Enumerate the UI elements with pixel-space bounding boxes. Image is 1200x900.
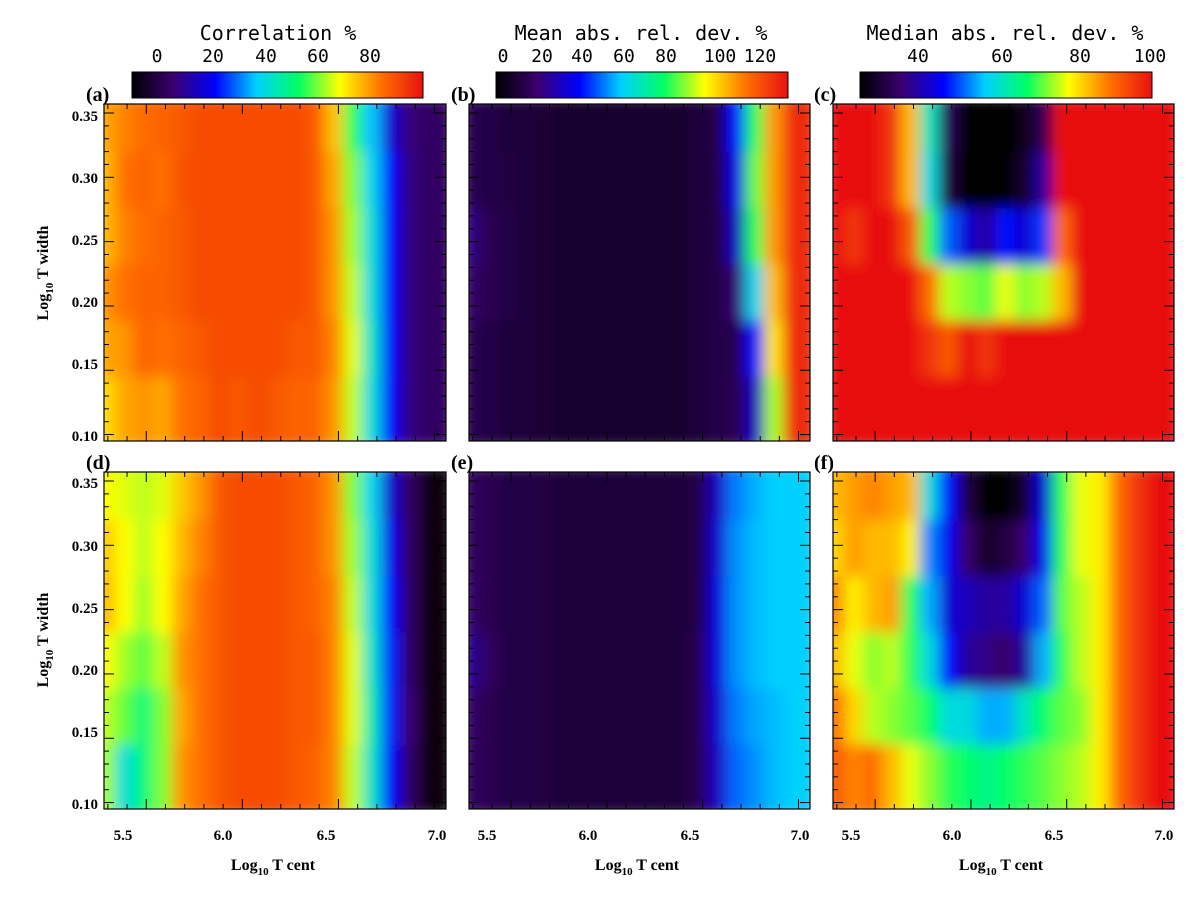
y-tick-label: 0.15 bbox=[72, 357, 98, 373]
y-tick-label: 0.25 bbox=[72, 601, 98, 617]
x-tick-label: 7.0 bbox=[1155, 828, 1174, 844]
colorbar-tick: 60 bbox=[613, 46, 635, 67]
colorbar-tick: 100 bbox=[704, 46, 737, 67]
panel-frame bbox=[468, 471, 811, 810]
y-tick-label: 0.15 bbox=[72, 725, 98, 741]
colorbar-title-correlation: Correlation % bbox=[200, 21, 357, 45]
y-tick-label: 0.35 bbox=[72, 109, 98, 125]
colorbar-tick: 40 bbox=[255, 46, 277, 67]
heatmap-cell bbox=[419, 744, 446, 809]
y-tick-label: 0.30 bbox=[72, 539, 98, 555]
colorbar-tick: 40 bbox=[907, 46, 929, 67]
panel-frame bbox=[103, 471, 447, 810]
colorbar-tick: 80 bbox=[655, 46, 677, 67]
heatmap-cell bbox=[783, 744, 810, 809]
colorbar-tick: 40 bbox=[571, 46, 593, 67]
panel-frame bbox=[832, 471, 1175, 810]
panel-frame bbox=[832, 103, 1175, 442]
x-tick-label: 6.5 bbox=[1045, 828, 1064, 844]
x-tick-label: 6.5 bbox=[317, 828, 336, 844]
x-tick-label: 5.5 bbox=[842, 828, 861, 844]
heatmap-cell bbox=[419, 376, 446, 441]
heatmap-panels bbox=[103, 103, 1175, 810]
panel-frame bbox=[468, 103, 811, 442]
colorbar-correlation bbox=[131, 71, 424, 99]
colorbar-tick: 20 bbox=[202, 46, 224, 67]
panel-label-b: (b) bbox=[451, 84, 475, 106]
x-tick-label: 6.0 bbox=[579, 828, 598, 844]
y-axis-title: Log10 T width bbox=[35, 225, 56, 320]
heatmap-panel bbox=[469, 104, 810, 441]
colorbar-title-median-dev: Median abs. rel. dev. % bbox=[867, 21, 1144, 45]
y-tick-label: 0.20 bbox=[72, 295, 98, 311]
panel-label-c: (c) bbox=[814, 84, 836, 106]
y-axis-title: Log10 T width bbox=[35, 592, 56, 687]
axis-ticks bbox=[833, 472, 1174, 809]
panel-label-a: (a) bbox=[86, 84, 109, 106]
axis-ticks bbox=[104, 472, 446, 809]
panel-label-d: (d) bbox=[86, 452, 110, 474]
heatmap-cell bbox=[1147, 744, 1174, 809]
x-tick-label: 7.0 bbox=[428, 828, 447, 844]
heatmap-panel bbox=[469, 472, 810, 809]
colorbar-tick: 60 bbox=[991, 46, 1013, 67]
heatmap-cell bbox=[1147, 376, 1174, 441]
colorbar-tick: 0 bbox=[152, 46, 163, 67]
colorbar-tick: 80 bbox=[359, 46, 381, 67]
x-tick-label: 5.5 bbox=[114, 828, 133, 844]
panel-label-e: (e) bbox=[451, 452, 473, 474]
x-tick-label: 6.5 bbox=[681, 828, 700, 844]
colorbar-tick: 80 bbox=[1069, 46, 1091, 67]
x-tick-label: 7.0 bbox=[791, 828, 810, 844]
colorbar-tick: 120 bbox=[744, 46, 777, 67]
x-tick-label: 6.0 bbox=[214, 828, 233, 844]
x-tick-label: 5.5 bbox=[478, 828, 497, 844]
heatmap-panel bbox=[104, 104, 446, 441]
heatmap-panel bbox=[104, 472, 446, 809]
colorbar-tick: 100 bbox=[1134, 46, 1167, 67]
panel-frame bbox=[103, 103, 447, 442]
y-tick-label: 0.10 bbox=[72, 797, 98, 813]
colorbar-title-mean-dev: Mean abs. rel. dev. % bbox=[515, 21, 768, 45]
axis-ticks bbox=[469, 472, 810, 809]
colorbar-tick: 0 bbox=[498, 46, 509, 67]
heatmap-cell bbox=[783, 376, 810, 441]
colorbar-tick: 20 bbox=[531, 46, 553, 67]
colorbar-mean-dev bbox=[495, 71, 789, 99]
y-tick-label: 0.35 bbox=[72, 476, 98, 492]
x-tick-label: 6.0 bbox=[943, 828, 962, 844]
heatmap-panel bbox=[833, 104, 1174, 441]
y-tick-label: 0.20 bbox=[72, 663, 98, 679]
axis-ticks bbox=[469, 104, 810, 441]
y-tick-label: 0.30 bbox=[72, 171, 98, 187]
heatmap-panel bbox=[833, 472, 1174, 809]
x-axis-title: Log10 T cent bbox=[231, 857, 316, 878]
colorbar-median-dev bbox=[859, 71, 1153, 99]
y-tick-label: 0.25 bbox=[72, 233, 98, 249]
axis-ticks bbox=[104, 104, 446, 441]
x-axis-title: Log10 T cent bbox=[595, 857, 680, 878]
x-axis-title: Log10 T cent bbox=[959, 857, 1044, 878]
colorbar-tick: 60 bbox=[307, 46, 329, 67]
axis-ticks bbox=[833, 104, 1174, 441]
panel-label-f: (f) bbox=[814, 452, 834, 474]
y-tick-label: 0.10 bbox=[72, 429, 98, 445]
